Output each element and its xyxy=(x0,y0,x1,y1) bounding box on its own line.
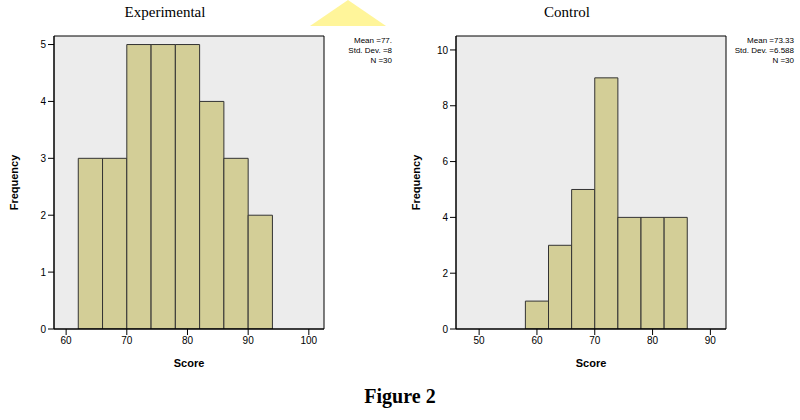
html-text:Control: Control xyxy=(544,4,590,20)
svg-text:2: 2 xyxy=(40,210,46,221)
svg-text:60: 60 xyxy=(61,335,73,346)
svg-text:70: 70 xyxy=(589,335,601,346)
svg-text:8: 8 xyxy=(442,100,448,111)
svg-text:2: 2 xyxy=(442,268,448,279)
svg-text:1: 1 xyxy=(40,267,46,278)
svg-text:50: 50 xyxy=(474,335,486,346)
html-text:Mean =73.33: Mean =73.33 xyxy=(747,36,794,45)
html-text:Experimental: Experimental xyxy=(124,4,206,20)
html-text:Std. Dev. =8: Std. Dev. =8 xyxy=(348,46,392,55)
svg-text:4: 4 xyxy=(442,212,448,223)
html-text:Figure 2: Figure 2 xyxy=(364,385,436,407)
svg-text:3: 3 xyxy=(40,153,46,164)
svg-text:5: 5 xyxy=(40,39,46,50)
svg-text:Frequency: Frequency xyxy=(410,154,422,211)
svg-text:10: 10 xyxy=(437,45,449,56)
svg-text:0: 0 xyxy=(442,324,448,335)
html-text:N =30: N =30 xyxy=(772,56,794,65)
html-text:Mean =77.: Mean =77. xyxy=(354,36,392,45)
svg-text:Score: Score xyxy=(174,357,205,369)
svg-text:100: 100 xyxy=(300,335,317,346)
html-text:Std. Dev. =6.588: Std. Dev. =6.588 xyxy=(734,46,794,55)
svg-text:70: 70 xyxy=(121,335,133,346)
svg-text:6: 6 xyxy=(442,156,448,167)
svg-text:90: 90 xyxy=(705,335,717,346)
svg-text:90: 90 xyxy=(243,335,255,346)
svg-text:60: 60 xyxy=(531,335,543,346)
svg-text:4: 4 xyxy=(40,96,46,107)
svg-text:80: 80 xyxy=(182,335,194,346)
svg-text:Frequency: Frequency xyxy=(8,154,20,211)
svg-text:0: 0 xyxy=(40,324,46,335)
svg-text:Score: Score xyxy=(576,357,607,369)
html-text:N =30: N =30 xyxy=(370,56,392,65)
svg-text:80: 80 xyxy=(647,335,659,346)
